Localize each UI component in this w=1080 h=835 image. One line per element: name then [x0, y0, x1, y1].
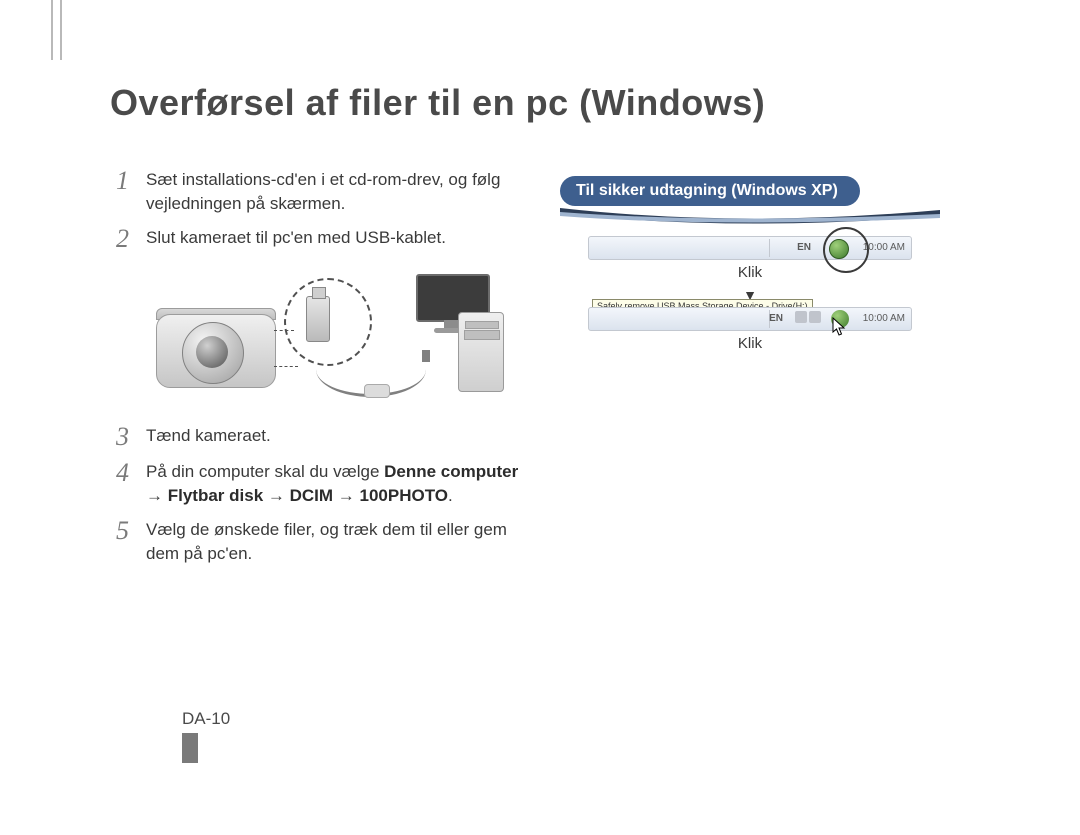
step-number: 1 — [116, 168, 146, 194]
step-text: Tænd kameraet. — [146, 424, 271, 448]
step-number: 2 — [116, 226, 146, 252]
margin-rule-inner — [60, 0, 62, 60]
camera-lens-inner — [196, 336, 228, 368]
step-text: På din computer skal du vælge Denne comp… — [146, 460, 518, 508]
step-text: Slut kameraet til pc'en med USB-kablet. — [146, 226, 446, 250]
step-5: 5 Vælg de ønskede filer, og træk dem til… — [116, 518, 526, 566]
tray-icons — [793, 311, 823, 327]
step-3: 3 Tænd kameraet. — [116, 424, 526, 450]
step-number: 4 — [116, 460, 146, 486]
taskbar-divider — [769, 239, 770, 257]
arrow: → — [263, 486, 289, 505]
taskbar-with-tooltip: Safely remove USB Mass Storage Device - … — [588, 307, 910, 331]
path-segment: 100PHOTO — [360, 486, 449, 505]
language-indicator: EN — [797, 237, 811, 259]
taskbar-first: EN 10:00 AM — [588, 236, 912, 260]
usb-plug-icon — [306, 296, 330, 342]
period: . — [448, 486, 453, 505]
highlight-ring — [823, 227, 869, 273]
connection-diagram — [146, 266, 516, 406]
page-number-bar — [182, 733, 198, 763]
page-title: Overførsel af filer til en pc (Windows) — [110, 82, 765, 124]
leader-line — [274, 366, 298, 367]
step-number: 3 — [116, 424, 146, 450]
pc-tower-icon — [458, 312, 504, 392]
step-text: Vælg de ønskede filer, og træk dem til e… — [146, 518, 526, 566]
decorative-swoosh — [560, 206, 940, 224]
step-text: Sæt installations-cd'en i et cd-rom-drev… — [146, 168, 526, 216]
language-indicator: EN — [769, 308, 783, 330]
steps-column: 1 Sæt installations-cd'en i et cd-rom-dr… — [116, 168, 526, 576]
path-segment: Denne computer — [384, 462, 518, 481]
clock-text: 10:00 AM — [863, 308, 905, 330]
monitor-stand — [444, 320, 458, 328]
step-4: 4 På din computer skal du vælge Denne co… — [116, 460, 526, 508]
path-segment: DCIM — [290, 486, 333, 505]
page-number: DA-10 — [182, 709, 252, 729]
document-page: Overførsel af filer til en pc (Windows) … — [0, 0, 1080, 835]
taskbar-second: EN 10:00 AM — [588, 307, 912, 331]
margin-rule-outer — [51, 0, 53, 60]
step-text-pre: På din computer skal du vælge — [146, 462, 384, 481]
cable-ferrite — [364, 384, 390, 398]
step-1: 1 Sæt installations-cd'en i et cd-rom-dr… — [116, 168, 526, 216]
callout-column: Til sikker udtagning (Windows XP) EN 10:… — [560, 176, 960, 352]
arrow: → — [333, 486, 359, 505]
clock-text: 10:00 AM — [863, 237, 905, 259]
path-segment: Flytbar disk — [168, 486, 263, 505]
cursor-icon — [832, 317, 846, 337]
cable-end — [422, 350, 430, 362]
arrow: → — [146, 486, 168, 505]
click-label: Klik — [540, 264, 960, 281]
step-number: 5 — [116, 518, 146, 544]
step-2: 2 Slut kameraet til pc'en med USB-kablet… — [116, 226, 526, 252]
click-label: Klik — [540, 335, 960, 352]
callout-heading: Til sikker udtagning (Windows XP) — [560, 176, 860, 206]
page-number-block: DA-10 — [182, 709, 252, 763]
